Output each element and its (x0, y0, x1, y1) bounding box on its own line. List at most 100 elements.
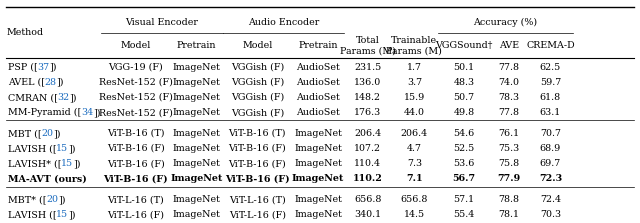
Text: 20: 20 (42, 129, 53, 138)
Text: 74.0: 74.0 (499, 78, 519, 87)
Text: Method: Method (6, 28, 44, 37)
Text: ]): ]) (68, 144, 76, 153)
Text: ViT-B-16 (T): ViT-B-16 (T) (107, 129, 164, 138)
Text: AudioSet: AudioSet (296, 93, 340, 102)
Text: 62.5: 62.5 (540, 63, 561, 72)
Text: Pretrain: Pretrain (298, 41, 338, 50)
Text: Model: Model (120, 41, 151, 50)
Text: 28: 28 (45, 78, 57, 87)
Text: 54.6: 54.6 (453, 129, 475, 138)
Text: ImageNet: ImageNet (292, 174, 344, 183)
Text: ]): ]) (53, 129, 61, 138)
Text: CREMA-D: CREMA-D (526, 41, 575, 50)
Text: VGGish (F): VGGish (F) (230, 108, 284, 117)
Text: 3.7: 3.7 (407, 78, 422, 87)
Text: 77.8: 77.8 (499, 108, 519, 117)
Text: ImageNet: ImageNet (294, 129, 342, 138)
Text: MM-Pyramid ([: MM-Pyramid ([ (8, 108, 81, 117)
Text: LAVISH ([: LAVISH ([ (8, 210, 56, 219)
Text: ViT-B-16 (F): ViT-B-16 (F) (104, 174, 168, 183)
Text: ImageNet: ImageNet (170, 174, 223, 183)
Text: ]): ]) (68, 210, 76, 219)
Text: ViT-L-16 (F): ViT-L-16 (F) (228, 210, 286, 219)
Text: 15: 15 (56, 210, 68, 219)
Text: 50.7: 50.7 (453, 93, 475, 102)
Text: VGGSound†: VGGSound† (435, 41, 493, 50)
Text: ImageNet: ImageNet (173, 144, 220, 153)
Text: ViT-L-16 (F): ViT-L-16 (F) (107, 210, 164, 219)
Text: ]): ]) (74, 159, 81, 168)
Text: AudioSet: AudioSet (296, 108, 340, 117)
Text: 77.9: 77.9 (497, 174, 520, 183)
Text: 136.0: 136.0 (354, 78, 381, 87)
Text: ImageNet: ImageNet (173, 93, 220, 102)
Text: ResNet-152 (F): ResNet-152 (F) (99, 78, 173, 87)
Text: 50.1: 50.1 (453, 63, 475, 72)
Text: ResNet-152 (F): ResNet-152 (F) (99, 108, 173, 117)
Text: VGGish (F): VGGish (F) (230, 93, 284, 102)
Text: 53.6: 53.6 (453, 159, 475, 168)
Text: Pretrain: Pretrain (177, 41, 216, 50)
Text: ]): ]) (93, 108, 100, 117)
Text: ViT-B-16 (F): ViT-B-16 (F) (225, 174, 289, 183)
Text: Visual Encoder: Visual Encoder (125, 18, 198, 27)
Text: ViT-L-16 (T): ViT-L-16 (T) (108, 195, 164, 204)
Text: VGG-19 (F): VGG-19 (F) (108, 63, 163, 72)
Text: ImageNet: ImageNet (294, 159, 342, 168)
Text: 72.4: 72.4 (540, 195, 561, 204)
Text: 52.5: 52.5 (453, 144, 475, 153)
Text: MBT* ([: MBT* ([ (8, 195, 46, 204)
Text: LAVISH* ([: LAVISH* ([ (8, 159, 61, 168)
Text: 63.1: 63.1 (540, 108, 561, 117)
Text: 4.7: 4.7 (407, 144, 422, 153)
Text: 78.8: 78.8 (499, 195, 519, 204)
Text: CMRAN ([: CMRAN ([ (8, 93, 58, 102)
Text: 55.4: 55.4 (453, 210, 475, 219)
Text: Trainable
Params (M): Trainable Params (M) (387, 36, 442, 55)
Text: 656.8: 656.8 (401, 195, 428, 204)
Text: Model: Model (242, 41, 273, 50)
Text: AVE: AVE (499, 41, 519, 50)
Text: 176.3: 176.3 (354, 108, 381, 117)
Text: MA-AVT (ours): MA-AVT (ours) (8, 174, 86, 183)
Text: 68.9: 68.9 (540, 144, 561, 153)
Text: PSP ([: PSP ([ (8, 63, 37, 72)
Text: 656.8: 656.8 (354, 195, 381, 204)
Text: 76.1: 76.1 (498, 129, 520, 138)
Text: ImageNet: ImageNet (173, 210, 220, 219)
Text: Accuracy (%): Accuracy (%) (474, 18, 538, 27)
Text: 75.8: 75.8 (498, 159, 520, 168)
Text: 14.5: 14.5 (404, 210, 425, 219)
Text: 107.2: 107.2 (354, 144, 381, 153)
Text: ViT-B-16 (T): ViT-B-16 (T) (228, 129, 286, 138)
Text: ViT-B-16 (F): ViT-B-16 (F) (107, 159, 164, 168)
Text: ResNet-152 (F): ResNet-152 (F) (99, 93, 173, 102)
Text: ImageNet: ImageNet (173, 108, 220, 117)
Text: 15.9: 15.9 (404, 93, 425, 102)
Text: ViT-L-16 (T): ViT-L-16 (T) (229, 195, 285, 204)
Text: 206.4: 206.4 (354, 129, 381, 138)
Text: ImageNet: ImageNet (294, 195, 342, 204)
Text: ImageNet: ImageNet (173, 159, 220, 168)
Text: ]): ]) (70, 93, 77, 102)
Text: ViT-B-16 (F): ViT-B-16 (F) (228, 144, 286, 153)
Text: 110.4: 110.4 (354, 159, 381, 168)
Text: ]): ]) (49, 63, 57, 72)
Text: 206.4: 206.4 (401, 129, 428, 138)
Text: 70.7: 70.7 (540, 129, 561, 138)
Text: ]): ]) (57, 78, 64, 87)
Text: AudioSet: AudioSet (296, 78, 340, 87)
Text: 20: 20 (46, 195, 58, 204)
Text: AudioSet: AudioSet (296, 63, 340, 72)
Text: 78.3: 78.3 (498, 93, 520, 102)
Text: 48.3: 48.3 (453, 78, 475, 87)
Text: 37: 37 (37, 63, 49, 72)
Text: 148.2: 148.2 (354, 93, 381, 102)
Text: ImageNet: ImageNet (294, 144, 342, 153)
Text: ImageNet: ImageNet (294, 210, 342, 219)
Text: 75.3: 75.3 (498, 144, 520, 153)
Text: VGGish (F): VGGish (F) (230, 63, 284, 72)
Text: 32: 32 (58, 93, 70, 102)
Text: 61.8: 61.8 (540, 93, 561, 102)
Text: AVEL ([: AVEL ([ (8, 78, 45, 87)
